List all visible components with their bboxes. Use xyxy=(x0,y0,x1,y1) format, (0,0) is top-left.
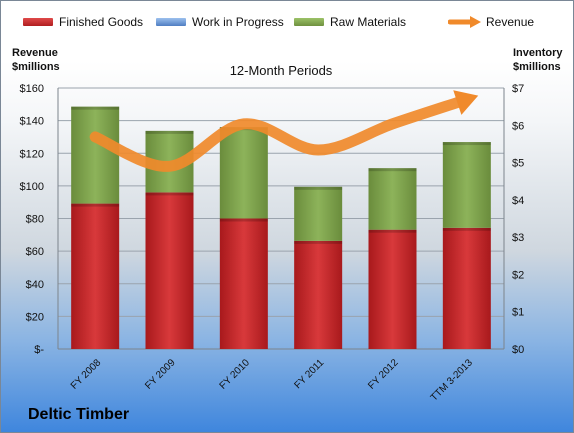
legend-label-work-in-progress: Work in Progress xyxy=(192,15,284,29)
bar-raw-materials-cap xyxy=(294,186,343,190)
left-tick-label: $120 xyxy=(20,148,44,160)
bar-raw-materials xyxy=(219,127,268,219)
right-tick-label: $6 xyxy=(512,120,524,132)
category-label: TTM 3-2013 xyxy=(429,357,476,404)
legend: Finished Goods Work in Progress Raw Mate… xyxy=(1,15,573,35)
legend-swatch-finished-goods xyxy=(23,18,53,26)
left-tick-label: $60 xyxy=(26,246,44,258)
legend-label-raw-materials: Raw Materials xyxy=(330,15,407,29)
left-tick-label: $140 xyxy=(20,116,44,128)
right-tick-label: $7 xyxy=(512,83,524,95)
right-tick-label: $5 xyxy=(512,158,524,170)
left-tick-label: $- xyxy=(34,344,44,356)
bar-raw-materials-cap xyxy=(145,130,194,134)
legend-item-work-in-progress: Work in Progress xyxy=(156,15,284,29)
bar-finished-goods-cap xyxy=(71,203,120,207)
bar-finished-goods xyxy=(294,240,343,349)
left-axis-title: Revenue $millions xyxy=(12,47,60,73)
bar-raw-materials xyxy=(294,186,343,241)
revenue-arrowhead xyxy=(453,90,479,115)
left-tick-label: $80 xyxy=(26,214,44,226)
left-tick-label: $160 xyxy=(20,83,44,95)
bar-finished-goods-cap xyxy=(442,227,491,231)
right-tick-label: $2 xyxy=(512,269,524,281)
bar-raw-materials xyxy=(442,142,491,228)
legend-item-revenue: Revenue xyxy=(448,15,534,29)
category-label: FY 2011 xyxy=(292,357,326,391)
bar-raw-materials-cap xyxy=(71,106,120,110)
category-label: FY 2008 xyxy=(69,357,104,392)
right-tick-label: $4 xyxy=(512,195,524,207)
legend-label-revenue: Revenue xyxy=(486,15,535,29)
bar-finished-goods-cap xyxy=(294,240,343,244)
category-label: FY 2009 xyxy=(143,357,178,392)
legend-swatch-work-in-progress xyxy=(156,18,186,26)
left-tick-label: $20 xyxy=(26,311,44,323)
bar-finished-goods xyxy=(145,192,194,349)
bar-raw-materials xyxy=(71,106,120,204)
bar-finished-goods-cap xyxy=(145,192,194,196)
company-name: Deltic Timber xyxy=(28,406,130,423)
revenue-line xyxy=(89,97,463,172)
category-label: FY 2012 xyxy=(366,357,401,392)
legend-arrow-revenue xyxy=(448,16,481,28)
bar-finished-goods-cap xyxy=(219,218,268,222)
right-tick-label: $1 xyxy=(512,307,524,319)
bar-finished-goods xyxy=(442,227,491,349)
bar-finished-goods-cap xyxy=(368,229,417,233)
left-tick-label: $40 xyxy=(26,279,44,291)
chart-title: 12-Month Periods xyxy=(229,63,333,78)
right-axis-title: Inventory $millions xyxy=(513,47,563,73)
bar-raw-materials-cap xyxy=(442,142,491,146)
bar-raw-materials xyxy=(368,168,417,230)
legend-item-raw-materials: Raw Materials xyxy=(294,15,406,29)
bar-finished-goods xyxy=(71,203,120,349)
bar-finished-goods xyxy=(219,218,268,349)
left-tick-label: $100 xyxy=(20,181,44,193)
legend-swatch-raw-materials xyxy=(294,18,324,26)
legend-label-finished-goods: Finished Goods xyxy=(59,15,144,29)
category-label: FY 2010 xyxy=(218,357,253,392)
bar-finished-goods xyxy=(368,229,417,349)
right-tick-label: $3 xyxy=(512,232,524,244)
right-tick-label: $0 xyxy=(512,344,524,356)
bar-raw-materials-cap xyxy=(368,168,417,172)
legend-item-finished-goods: Finished Goods xyxy=(23,15,143,29)
